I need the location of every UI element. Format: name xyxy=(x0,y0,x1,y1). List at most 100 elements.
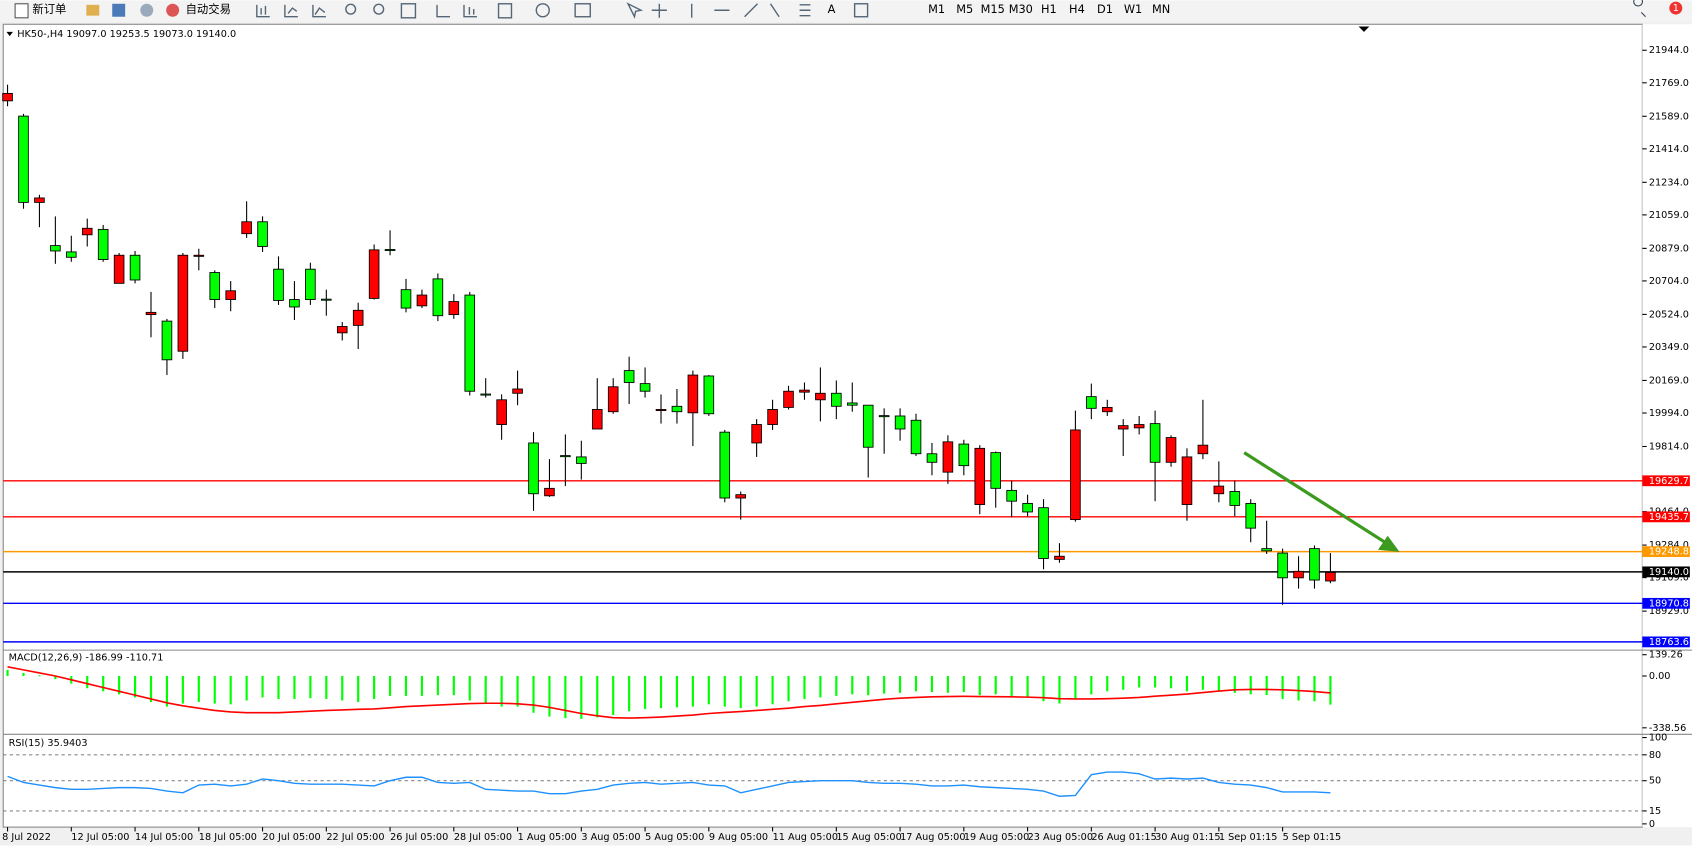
toolbar-icon[interactable] xyxy=(497,3,513,19)
auto-trading-icon[interactable] xyxy=(166,3,180,17)
toolbar-icon[interactable] xyxy=(256,4,270,18)
macd-bar xyxy=(165,676,169,707)
template-icon[interactable] xyxy=(574,3,591,18)
macd-bar xyxy=(452,676,455,696)
candle-body xyxy=(878,415,890,418)
macd-bar xyxy=(213,676,216,704)
candle-body xyxy=(1213,485,1225,495)
timeframe-button[interactable]: D1 xyxy=(1097,2,1113,16)
y-tick-label: 100 xyxy=(1649,733,1668,744)
y-tick-label: 139.26 xyxy=(1649,650,1683,661)
macd-bar xyxy=(1185,676,1189,692)
macd-bar xyxy=(851,676,854,695)
zoom-in[interactable] xyxy=(345,3,357,15)
candle-body xyxy=(225,290,236,300)
candle-body xyxy=(241,221,252,235)
macd-bar xyxy=(803,676,806,699)
macd-bar xyxy=(946,676,949,693)
timeframe-button[interactable]: H4 xyxy=(1069,2,1085,16)
timeframe-button[interactable]: H1 xyxy=(1041,2,1057,16)
candle-body xyxy=(799,389,810,393)
new-order-button[interactable]: 新订单 xyxy=(32,2,66,16)
timeframe-button[interactable]: W1 xyxy=(1124,2,1142,16)
zoom-out[interactable] xyxy=(373,3,385,15)
toolbar-icon[interactable] xyxy=(140,3,154,17)
price-tag-label: 18970.8 xyxy=(1649,598,1689,609)
candle-body xyxy=(846,402,858,406)
toolbar-icon[interactable] xyxy=(436,4,477,18)
candle-body xyxy=(815,392,826,401)
x-tick-label: 5 Aug 05:00 xyxy=(645,832,704,843)
macd-bar xyxy=(819,676,822,698)
auto-trading-button[interactable]: 自动交易 xyxy=(186,2,231,16)
search-icon[interactable] xyxy=(1633,0,1646,18)
toolbar-icon[interactable] xyxy=(86,4,100,16)
info-marker xyxy=(6,31,13,37)
y-tick-label: 21589.0 xyxy=(1649,111,1689,122)
tile-windows[interactable] xyxy=(400,3,417,19)
candle-body xyxy=(209,272,221,300)
x-tick-label: 30 Aug 01:15 xyxy=(1155,832,1220,843)
timeframe-button[interactable]: M1 xyxy=(928,2,945,16)
macd-bar xyxy=(341,676,344,701)
macd-bar xyxy=(628,676,631,712)
macd-bar xyxy=(516,676,519,707)
candle-body xyxy=(735,494,746,499)
crosshair-tool[interactable] xyxy=(651,3,667,18)
candle-body xyxy=(544,487,555,497)
macd-bar xyxy=(229,676,232,705)
candle-body xyxy=(2,92,13,102)
candle-body xyxy=(1070,429,1081,521)
text-tool[interactable]: A xyxy=(828,2,836,16)
candle-body xyxy=(831,392,842,407)
cursor-tool[interactable] xyxy=(626,2,644,19)
toolbar-icon[interactable] xyxy=(312,4,326,18)
price-tag xyxy=(1642,566,1690,578)
y-tick-label: 20169.0 xyxy=(1649,375,1689,386)
macd-bar xyxy=(373,676,376,699)
candle-body xyxy=(974,447,986,505)
price-tag xyxy=(1642,475,1690,487)
price-tag-label: 19248.8 xyxy=(1649,547,1689,558)
y-tick-label: 15 xyxy=(1649,806,1661,817)
price-tag xyxy=(1642,636,1690,648)
toolbar-icon[interactable] xyxy=(284,4,298,18)
periods-icon[interactable] xyxy=(535,3,550,18)
candle-body xyxy=(1054,555,1065,560)
label-tool[interactable] xyxy=(853,3,869,18)
candle-body xyxy=(257,221,268,247)
notification-badge[interactable] xyxy=(1669,1,1683,15)
candle-body xyxy=(66,251,77,258)
macd-bar xyxy=(86,676,89,689)
timeframe-bar: M1 M5 M15 M30 H1 H4 D1 W1 MN xyxy=(928,2,1170,16)
timeframe-button[interactable]: M5 xyxy=(956,2,973,16)
toolbar-icon[interactable] xyxy=(112,3,126,17)
macd-bar xyxy=(1265,676,1268,696)
candle-body xyxy=(145,311,157,316)
x-tick-label: 12 Jul 05:00 xyxy=(71,832,129,843)
macd-bar xyxy=(930,676,934,693)
timeframe-button[interactable]: MN xyxy=(1152,2,1170,16)
macd-bar xyxy=(1074,676,1077,699)
candle-body xyxy=(177,254,189,352)
timeframe-button[interactable]: M15 xyxy=(981,2,1005,16)
macd-bar xyxy=(659,676,663,709)
candle-body xyxy=(305,268,316,300)
candle-body xyxy=(34,197,45,203)
drawing-tools[interactable] xyxy=(690,3,811,18)
timeframe-button[interactable]: M30 xyxy=(1009,2,1033,16)
x-tick-label: 8 Jul 2022 xyxy=(2,832,51,843)
candle-body xyxy=(1309,548,1320,581)
candle-body xyxy=(1293,570,1304,579)
macd-bar xyxy=(899,676,902,693)
candle-body xyxy=(958,443,970,467)
candle-body xyxy=(1277,552,1288,579)
candle-body xyxy=(926,453,938,463)
new-order-icon[interactable] xyxy=(14,3,29,19)
x-tick-label: 1 Sep 01:15 xyxy=(1219,832,1278,843)
plot-area: 21944.0 21769.0 21589.0 21414.0 21234.0 21059… xyxy=(2,45,1690,843)
candle-body xyxy=(1038,507,1049,559)
candle-body xyxy=(719,431,731,499)
x-tick-label: 28 Jul 05:00 xyxy=(454,832,512,843)
x-tick-label: 20 Jul 05:00 xyxy=(263,832,321,843)
